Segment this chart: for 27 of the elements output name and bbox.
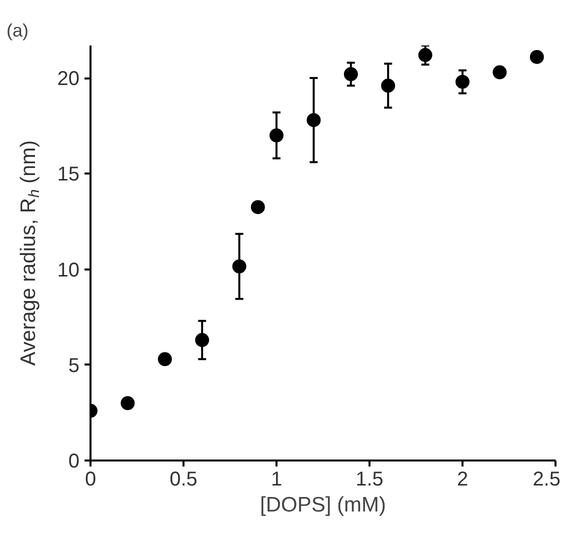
point — [530, 50, 544, 64]
y-axis-title: Average radius, Rh (nm) — [17, 140, 43, 366]
point — [344, 67, 358, 82]
y-tick-label: 5 — [68, 354, 80, 377]
point — [456, 74, 470, 89]
y-tick-label: 0 — [68, 450, 80, 472]
x-tick-label: 0.5 — [170, 468, 198, 490]
x-tick-label: 1 — [270, 468, 282, 490]
point — [381, 78, 396, 93]
y-tick-label: 15 — [57, 164, 80, 186]
chart-title: (a) — [6, 20, 28, 40]
point — [270, 128, 284, 142]
point — [250, 200, 265, 214]
x-tick-label: 1.5 — [356, 468, 384, 490]
point — [492, 65, 507, 80]
y-tick-label: 20 — [57, 68, 80, 90]
point — [418, 48, 432, 62]
point — [195, 333, 210, 348]
point — [232, 259, 246, 274]
x-axis-title: [DOPS] (mM) — [260, 494, 386, 516]
x-tick-label: 2.5 — [532, 468, 561, 490]
x-tick-label: 2 — [456, 468, 468, 490]
point — [306, 113, 321, 128]
point — [120, 396, 135, 410]
point — [158, 352, 172, 366]
y-tick-label: 10 — [57, 259, 80, 282]
x-tick-label: 0 — [84, 468, 96, 490]
